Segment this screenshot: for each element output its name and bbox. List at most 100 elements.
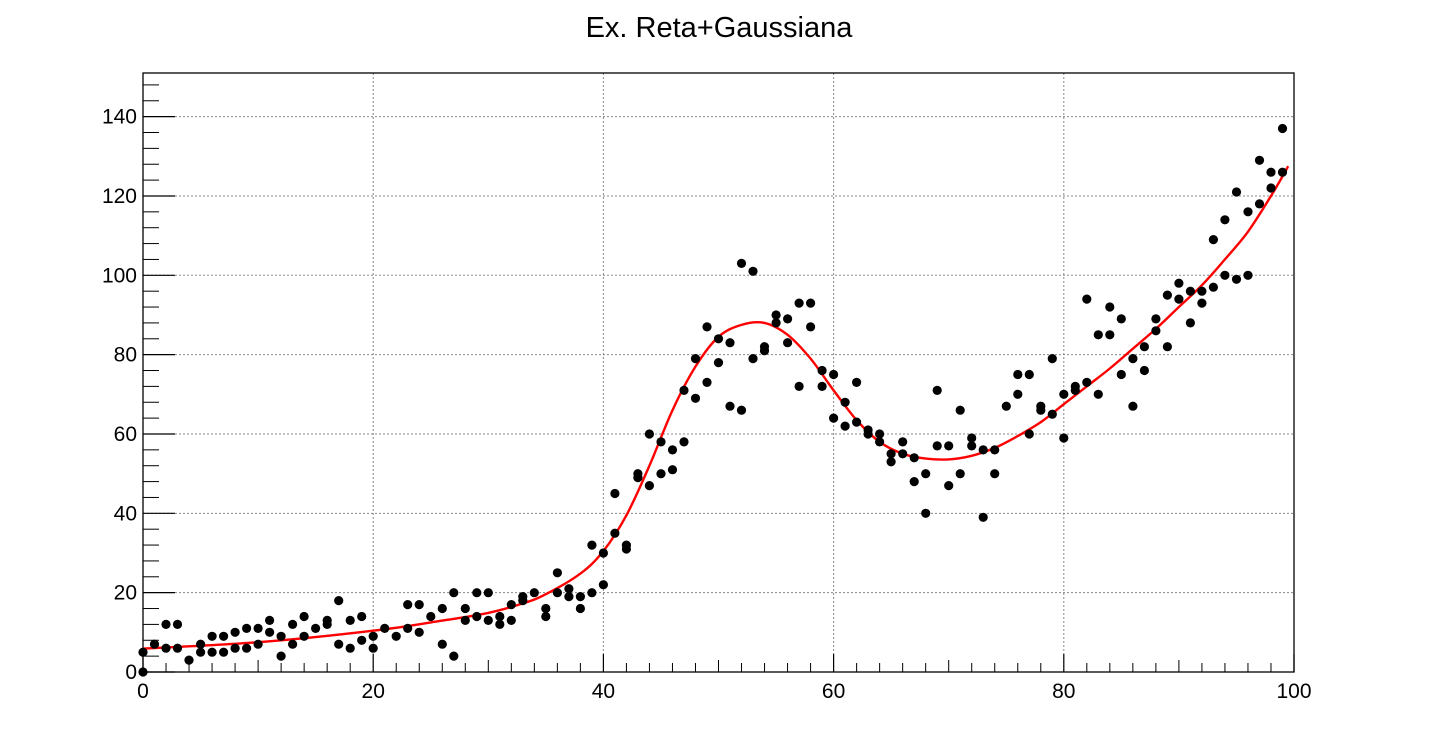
data-point bbox=[460, 603, 470, 614]
data-point bbox=[449, 651, 459, 661]
data-point bbox=[242, 623, 252, 634]
data-point bbox=[771, 318, 781, 328]
data-point bbox=[138, 647, 148, 657]
data-point bbox=[196, 639, 206, 649]
data-point bbox=[1059, 433, 1069, 443]
data-point bbox=[541, 611, 551, 622]
data-point bbox=[368, 643, 378, 653]
fit-curve bbox=[142, 165, 1290, 650]
data-point bbox=[690, 393, 701, 403]
data-point bbox=[265, 627, 275, 637]
data-point bbox=[725, 401, 735, 411]
data-point bbox=[518, 596, 528, 606]
data-point bbox=[990, 469, 1000, 479]
data-point bbox=[840, 397, 850, 407]
data-point bbox=[403, 623, 413, 634]
data-point bbox=[299, 631, 309, 641]
data-point bbox=[138, 667, 148, 677]
data-point bbox=[1162, 290, 1172, 300]
data-point bbox=[1266, 183, 1276, 193]
data-point bbox=[852, 377, 862, 387]
data-point bbox=[875, 437, 885, 447]
data-point bbox=[172, 643, 183, 653]
data-point bbox=[437, 639, 447, 649]
data-point bbox=[713, 334, 724, 344]
data-point bbox=[368, 631, 378, 641]
data-point bbox=[1277, 123, 1288, 134]
data-point bbox=[1231, 187, 1242, 197]
data-point bbox=[1185, 318, 1195, 328]
data-point bbox=[1116, 369, 1126, 380]
data-point bbox=[1105, 330, 1115, 340]
data-point bbox=[817, 381, 827, 391]
data-point bbox=[875, 429, 885, 439]
data-point bbox=[219, 647, 229, 657]
data-point bbox=[1013, 369, 1023, 380]
x-tick-label: 40 bbox=[592, 680, 615, 703]
data-point bbox=[817, 365, 827, 376]
data-point bbox=[656, 469, 666, 479]
data-point bbox=[1024, 369, 1034, 380]
data-point bbox=[679, 385, 689, 395]
data-point bbox=[483, 615, 493, 626]
data-point bbox=[357, 635, 367, 645]
data-point bbox=[1208, 282, 1218, 292]
data-point bbox=[806, 322, 816, 332]
data-point bbox=[541, 603, 551, 614]
data-point bbox=[1174, 278, 1184, 288]
data-point bbox=[449, 588, 459, 598]
data-point bbox=[932, 441, 942, 451]
data-point bbox=[575, 603, 586, 614]
y-tick-label: 100 bbox=[102, 264, 137, 287]
x-tick-label: 20 bbox=[362, 680, 385, 703]
data-point bbox=[1139, 365, 1149, 376]
data-point bbox=[702, 377, 712, 387]
data-point bbox=[978, 512, 988, 522]
data-point bbox=[357, 611, 367, 622]
data-point bbox=[506, 600, 516, 610]
data-point bbox=[1174, 294, 1184, 304]
data-point bbox=[644, 429, 655, 439]
data-point bbox=[955, 405, 965, 415]
data-point bbox=[886, 457, 896, 467]
data-point bbox=[1105, 302, 1115, 312]
data-point bbox=[829, 369, 839, 380]
data-point bbox=[990, 445, 1000, 455]
data-point bbox=[587, 540, 597, 550]
data-point bbox=[1231, 274, 1242, 284]
data-point bbox=[725, 338, 735, 348]
data-point bbox=[184, 655, 194, 665]
data-point bbox=[564, 592, 574, 602]
data-point bbox=[1093, 389, 1103, 399]
data-point bbox=[495, 611, 505, 622]
data-point bbox=[1220, 215, 1230, 225]
data-point bbox=[829, 413, 839, 423]
data-point bbox=[771, 310, 781, 320]
data-point bbox=[1082, 377, 1092, 387]
data-point bbox=[736, 258, 747, 268]
data-point bbox=[621, 544, 632, 554]
data-point bbox=[253, 623, 263, 634]
data-point bbox=[1151, 326, 1161, 336]
data-point bbox=[391, 631, 401, 641]
data-point bbox=[1036, 405, 1046, 415]
data-point bbox=[932, 385, 942, 395]
data-point bbox=[1059, 389, 1069, 399]
data-point bbox=[149, 639, 160, 649]
data-point bbox=[1116, 314, 1126, 324]
data-point bbox=[967, 441, 977, 451]
data-point bbox=[1082, 294, 1092, 304]
data-point bbox=[403, 600, 413, 610]
data-point bbox=[1024, 429, 1034, 439]
data-point bbox=[759, 346, 770, 356]
data-points bbox=[138, 123, 1288, 677]
axis-ticks bbox=[142, 84, 1295, 673]
data-point bbox=[288, 639, 298, 649]
data-point bbox=[414, 627, 424, 637]
data-point bbox=[1128, 401, 1138, 411]
data-point bbox=[702, 322, 712, 332]
data-point bbox=[748, 354, 758, 364]
data-point bbox=[380, 623, 390, 634]
data-point bbox=[196, 647, 206, 657]
data-point bbox=[748, 266, 758, 276]
